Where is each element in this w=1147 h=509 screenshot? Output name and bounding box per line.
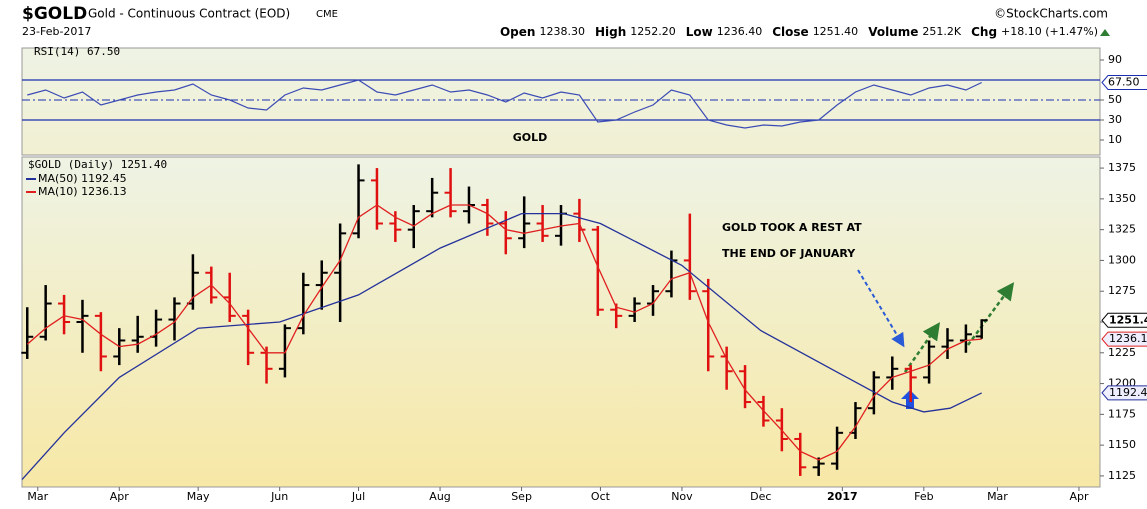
- x-tick-label: Oct: [591, 490, 611, 503]
- quote-label: Close: [772, 25, 808, 39]
- legend-label: MA(50) 1192.45: [38, 172, 127, 185]
- y-tick-label: 1375: [1108, 161, 1136, 174]
- quote-value: 1238.30: [539, 25, 585, 38]
- panel-title: $GOLD (Daily) 1251.40: [28, 158, 167, 171]
- x-tick-label: Mar: [27, 490, 48, 503]
- y-tick-label: 1125: [1108, 469, 1136, 482]
- annotation: THE END OF JANUARY: [722, 247, 856, 260]
- x-tick-label: May: [187, 490, 210, 503]
- rsi-panel: [21, 47, 1101, 156]
- quote-value: +18.10 (+1.47%): [1001, 25, 1098, 38]
- quote-label: High: [595, 25, 626, 39]
- last-badge: [1101, 331, 1147, 347]
- symbol: $GOLD: [22, 4, 87, 24]
- last-label: 1236.1: [1109, 332, 1147, 345]
- ma-line: [21, 212, 982, 481]
- y-tick-label: 10: [1108, 133, 1122, 146]
- last-badge: [1101, 75, 1147, 90]
- x-tick-label: Nov: [671, 490, 693, 503]
- y-tick-label: 1350: [1108, 192, 1136, 205]
- last-label: 1251.4: [1109, 313, 1147, 326]
- x-tick-label: Apr: [1069, 490, 1089, 503]
- date: 23-Feb-2017: [22, 25, 91, 38]
- quote-value: 1252.20: [630, 25, 676, 38]
- y-tick-label: 90: [1108, 53, 1122, 66]
- quote-value: 1251.40: [813, 25, 859, 38]
- last-badge: [1101, 312, 1147, 328]
- exchange: CME: [316, 9, 338, 20]
- trend-arrow: [903, 322, 941, 373]
- quote-label: Low: [686, 25, 713, 39]
- x-tick-label: Jul: [351, 490, 365, 503]
- y-tick-label: 1300: [1108, 253, 1136, 266]
- y-tick-label: 1275: [1108, 284, 1136, 297]
- y-tick-label: 50: [1108, 93, 1122, 106]
- x-tick-label: Sep: [511, 490, 532, 503]
- last-label: 67.50: [1108, 76, 1140, 89]
- x-tick-label: Jun: [270, 490, 288, 503]
- annotation-arrow: [857, 269, 905, 348]
- up-icon: [1100, 29, 1110, 36]
- ma-line: [26, 204, 982, 461]
- legend-label: MA(10) 1236.13: [38, 185, 127, 198]
- x-tick-label: Feb: [914, 490, 933, 503]
- trend-arrow: [966, 282, 1015, 346]
- x-tick-label: Mar: [987, 490, 1008, 503]
- rsi-line: [27, 79, 982, 129]
- quote-label: Volume: [868, 25, 918, 39]
- source: ©StockCharts.com: [994, 7, 1108, 21]
- quote-label: Open: [500, 25, 535, 39]
- y-tick-label: 1325: [1108, 223, 1136, 236]
- last-label: 1192.4: [1109, 386, 1147, 399]
- quote-value: 1236.40: [717, 25, 763, 38]
- y-tick-label: 30: [1108, 113, 1122, 126]
- x-tick-label: Apr: [110, 490, 130, 503]
- y-tick-label: 1175: [1108, 407, 1136, 420]
- last-badge: [1101, 385, 1147, 401]
- x-tick-label: Dec: [750, 490, 771, 503]
- x-tick-label: 2017: [827, 490, 858, 503]
- instrument-name: Gold - Continuous Contract (EOD): [88, 7, 290, 21]
- quote: Open 1238.30 High 1252.20 Low 1236.40 Close 125…: [500, 25, 1098, 39]
- y-tick-label: 1150: [1108, 438, 1136, 451]
- quote-value: 251.2K: [922, 25, 961, 38]
- y-tick-label: 1225: [1108, 346, 1136, 359]
- annotation: GOLD: [513, 131, 548, 144]
- quote-label: Chg: [971, 25, 997, 39]
- x-tick-label: Aug: [429, 490, 450, 503]
- panel-title: RSI(14) 67.50: [34, 45, 120, 58]
- annotation: GOLD TOOK A REST AT: [722, 221, 862, 234]
